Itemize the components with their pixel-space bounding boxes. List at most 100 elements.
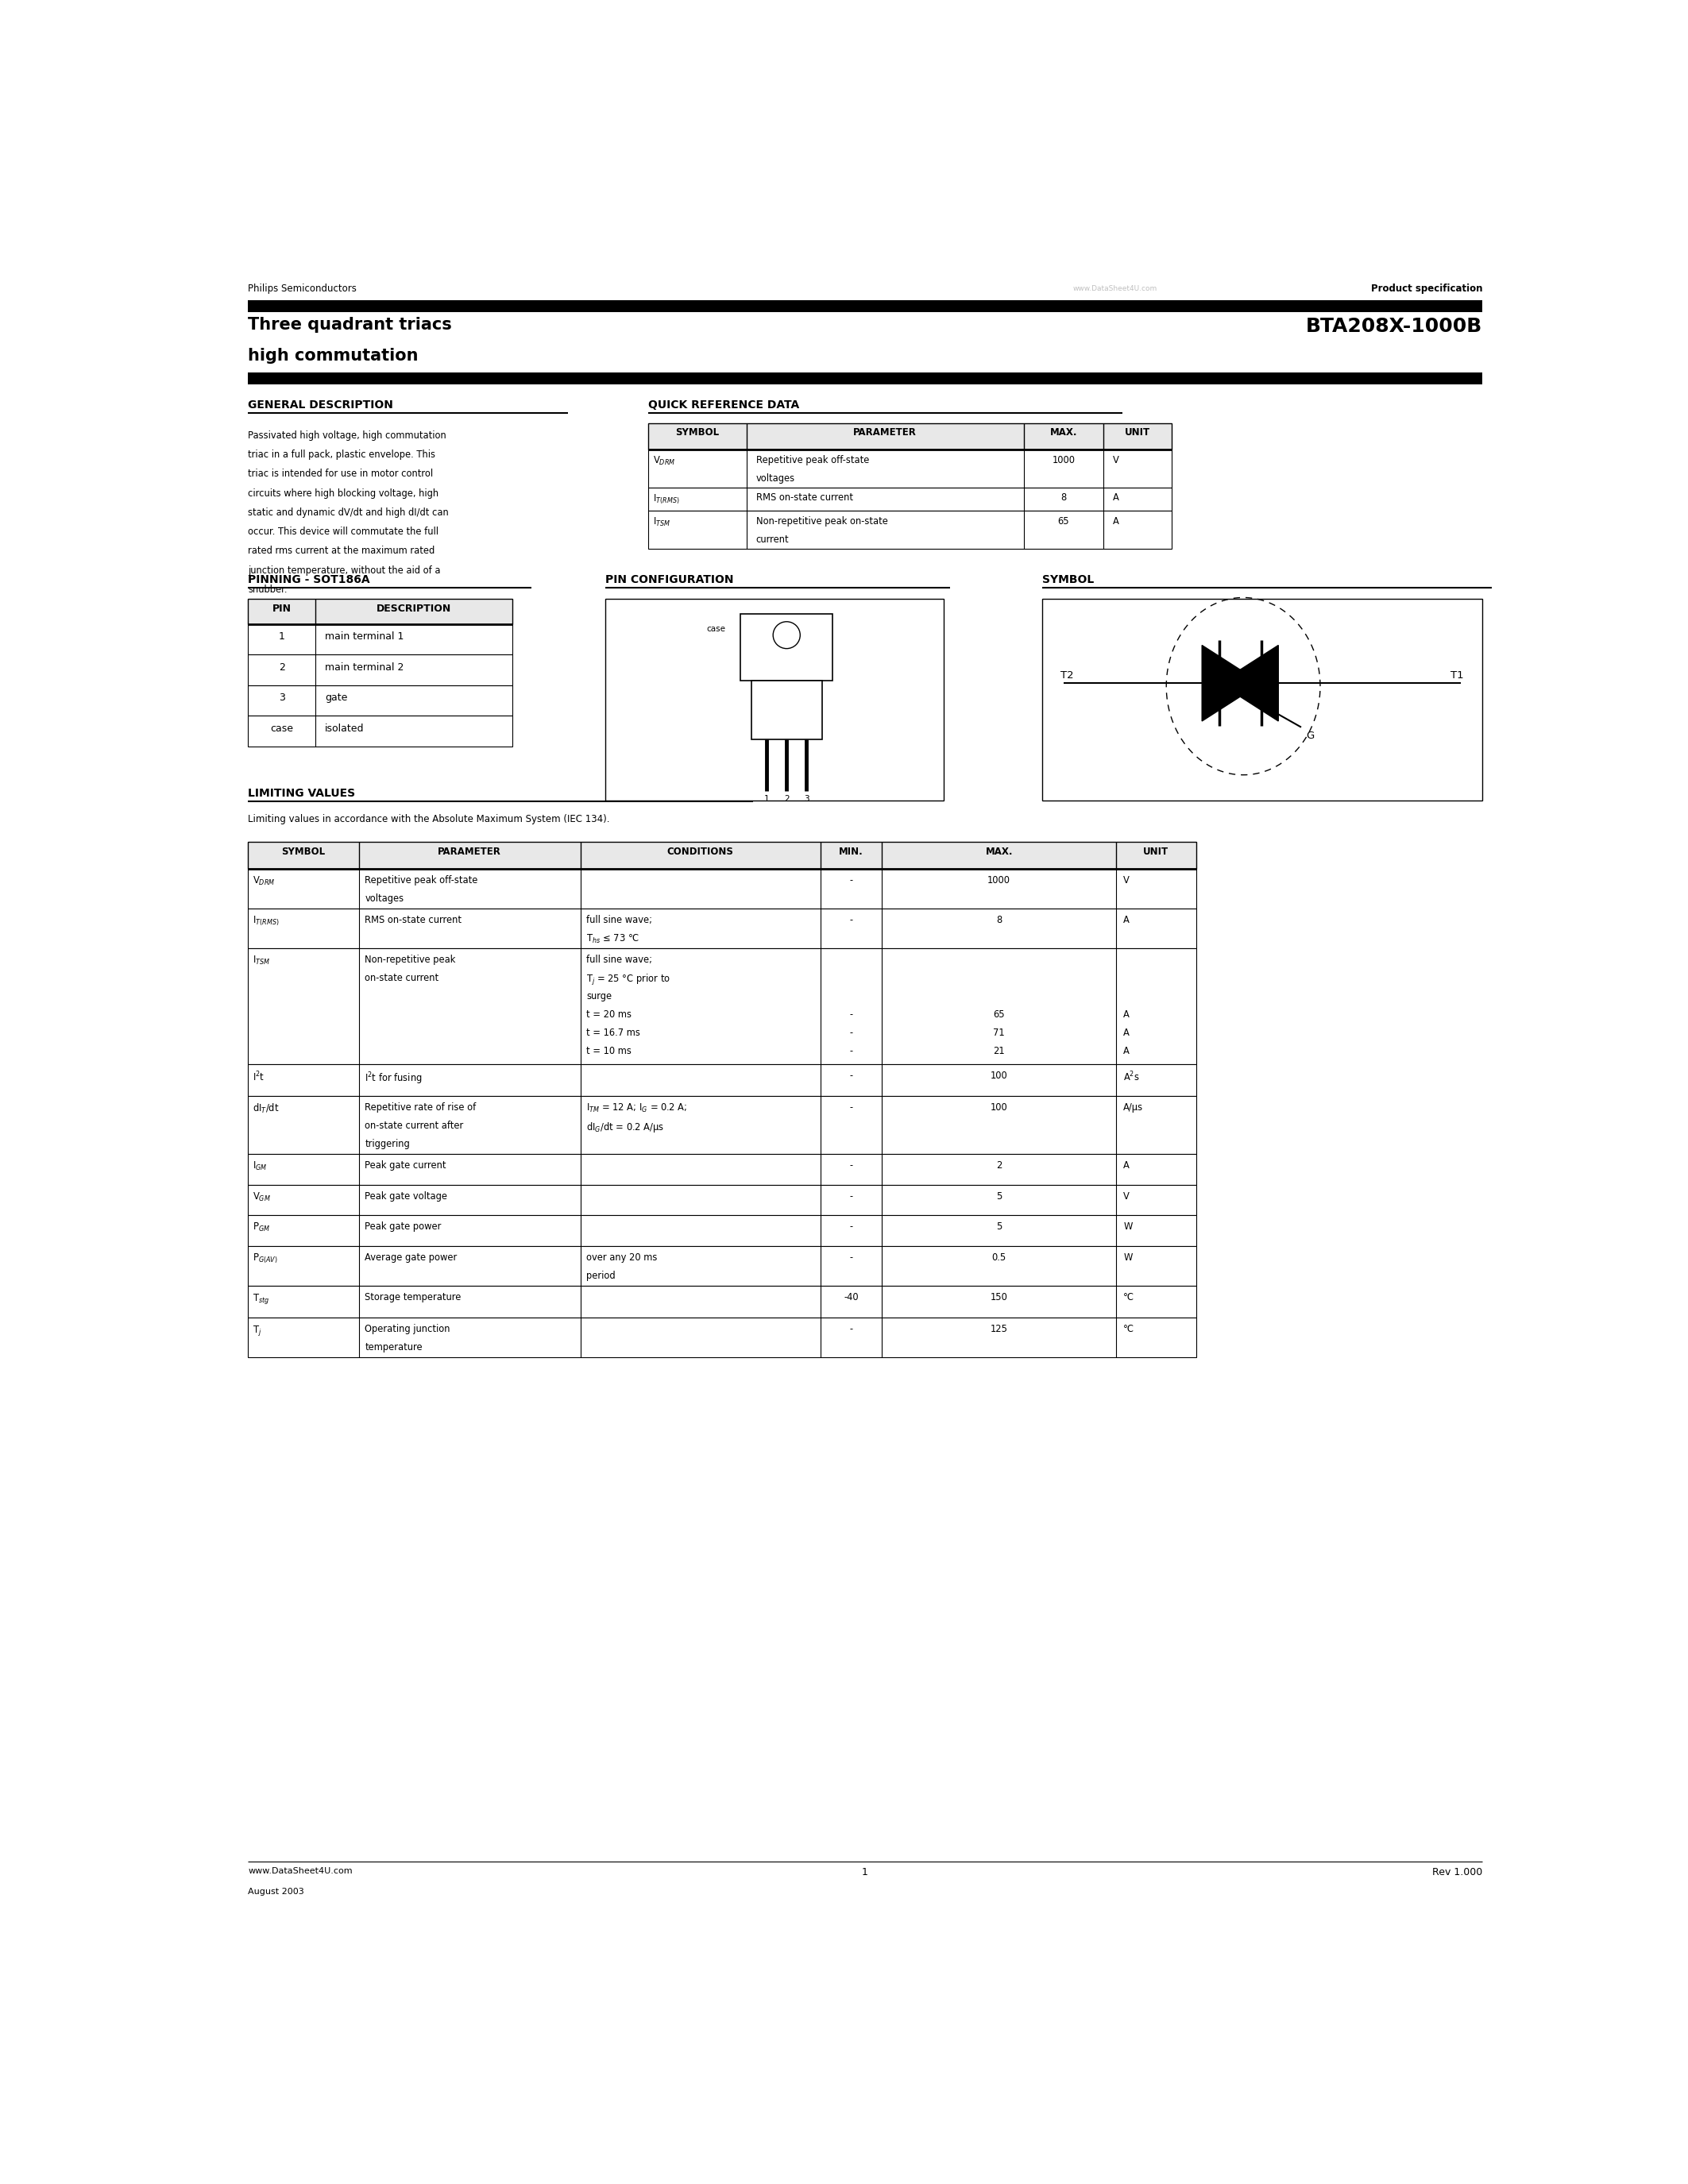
Text: SYMBOL: SYMBOL — [1041, 574, 1094, 585]
Text: main terminal 2: main terminal 2 — [324, 662, 403, 673]
Circle shape — [773, 622, 800, 649]
Text: MAX.: MAX. — [986, 847, 1013, 856]
Text: QUICK REFERENCE DATA: QUICK REFERENCE DATA — [648, 400, 798, 411]
Text: snubber.: snubber. — [248, 585, 287, 594]
Bar — [248, 299, 1482, 312]
Bar — [248, 1286, 1197, 1317]
Text: T$_{hs}$ ≤ 73 °C: T$_{hs}$ ≤ 73 °C — [586, 933, 640, 946]
Text: V: V — [1112, 454, 1119, 465]
Text: -: - — [849, 1251, 852, 1262]
Text: T$_j$ = 25 °C prior to: T$_j$ = 25 °C prior to — [586, 972, 670, 987]
Text: triac is intended for use in motor control: triac is intended for use in motor contr… — [248, 470, 434, 478]
Text: 2: 2 — [783, 795, 790, 804]
Bar — [248, 598, 513, 625]
Text: Passivated high voltage, high commutation: Passivated high voltage, high commutatio… — [248, 430, 446, 441]
Text: Peak gate voltage: Peak gate voltage — [365, 1190, 447, 1201]
Text: t = 20 ms: t = 20 ms — [586, 1009, 631, 1020]
Bar — [1041, 598, 1482, 799]
Text: W: W — [1123, 1251, 1133, 1262]
Text: 3: 3 — [279, 692, 285, 703]
Bar — [248, 869, 1197, 909]
Text: Three quadrant triacs: Three quadrant triacs — [248, 317, 452, 332]
Text: www.DataSheet4U.com: www.DataSheet4U.com — [248, 1867, 353, 1876]
Text: 125: 125 — [991, 1324, 1008, 1334]
Bar — [751, 681, 822, 738]
Text: A$^2$s: A$^2$s — [1123, 1070, 1139, 1083]
Text: junction temperature, without the aid of a: junction temperature, without the aid of… — [248, 566, 441, 574]
Text: LIMITING VALUES: LIMITING VALUES — [248, 788, 354, 799]
Text: I$_{TM}$ = 12 A; I$_G$ = 0.2 A;: I$_{TM}$ = 12 A; I$_G$ = 0.2 A; — [586, 1103, 687, 1114]
Text: Peak gate power: Peak gate power — [365, 1221, 442, 1232]
Text: Average gate power: Average gate power — [365, 1251, 457, 1262]
Text: A: A — [1112, 494, 1119, 502]
Text: A: A — [1123, 1009, 1129, 1020]
Text: I$^2$t: I$^2$t — [253, 1070, 265, 1083]
Text: T1: T1 — [1450, 670, 1463, 681]
Text: dI$_T$/dt: dI$_T$/dt — [253, 1103, 280, 1116]
Bar — [248, 909, 1197, 948]
Bar — [248, 948, 1197, 1064]
Bar — [604, 598, 944, 799]
Text: Limiting values in accordance with the Absolute Maximum System (IEC 134).: Limiting values in accordance with the A… — [248, 815, 609, 823]
Text: RMS on-state current: RMS on-state current — [756, 494, 852, 502]
Bar — [248, 655, 513, 686]
Text: dI$_G$/dt = 0.2 A/μs: dI$_G$/dt = 0.2 A/μs — [586, 1120, 663, 1133]
Text: PIN: PIN — [272, 603, 292, 614]
Text: 100: 100 — [991, 1103, 1008, 1112]
Text: Storage temperature: Storage temperature — [365, 1293, 461, 1302]
Text: PIN CONFIGURATION: PIN CONFIGURATION — [604, 574, 733, 585]
Text: Repetitive rate of rise of: Repetitive rate of rise of — [365, 1103, 476, 1112]
Bar — [248, 1155, 1197, 1186]
Text: I$^2$t for fusing: I$^2$t for fusing — [365, 1070, 422, 1085]
Text: -: - — [849, 876, 852, 885]
Text: DESCRIPTION: DESCRIPTION — [376, 603, 452, 614]
Text: 21: 21 — [993, 1046, 1004, 1057]
Text: I$_{T(RMS)}$: I$_{T(RMS)}$ — [653, 494, 680, 507]
Text: 5: 5 — [996, 1190, 1003, 1201]
Text: 2: 2 — [279, 662, 285, 673]
Text: 65: 65 — [1058, 515, 1070, 526]
Text: G: G — [1307, 729, 1315, 740]
Polygon shape — [1202, 644, 1261, 721]
Text: voltages: voltages — [365, 893, 403, 904]
Text: Non-repetitive peak on-state: Non-repetitive peak on-state — [756, 515, 888, 526]
Text: over any 20 ms: over any 20 ms — [586, 1251, 658, 1262]
Polygon shape — [1219, 644, 1278, 721]
Text: full sine wave;: full sine wave; — [586, 954, 653, 965]
Text: I$_{GM}$: I$_{GM}$ — [253, 1160, 267, 1173]
Bar — [248, 1064, 1197, 1096]
Text: W: W — [1123, 1221, 1133, 1232]
Text: 1000: 1000 — [987, 876, 1011, 885]
Text: case: case — [707, 625, 726, 633]
Text: 8: 8 — [1060, 494, 1067, 502]
Text: Product specification: Product specification — [1371, 284, 1482, 295]
Text: triac in a full pack, plastic envelope. This: triac in a full pack, plastic envelope. … — [248, 450, 436, 461]
Bar — [248, 1317, 1197, 1356]
Text: circuits where high blocking voltage, high: circuits where high blocking voltage, hi… — [248, 487, 439, 498]
Text: V$_{DRM}$: V$_{DRM}$ — [253, 876, 275, 887]
Text: full sine wave;: full sine wave; — [586, 915, 653, 924]
Text: on-state current after: on-state current after — [365, 1120, 464, 1131]
Text: 8: 8 — [996, 915, 1003, 924]
Text: °C: °C — [1123, 1324, 1134, 1334]
Text: SYMBOL: SYMBOL — [282, 847, 326, 856]
Bar — [648, 487, 1171, 511]
Text: P$_{G(AV)}$: P$_{G(AV)}$ — [253, 1251, 279, 1265]
Bar — [248, 1247, 1197, 1286]
Text: V$_{DRM}$: V$_{DRM}$ — [653, 454, 675, 467]
Text: A/μs: A/μs — [1123, 1103, 1143, 1112]
Text: www.DataSheet4U.com: www.DataSheet4U.com — [1074, 286, 1158, 293]
Text: isolated: isolated — [324, 723, 365, 734]
Text: I$_{T(RMS)}$: I$_{T(RMS)}$ — [253, 915, 280, 928]
Text: -: - — [849, 1103, 852, 1112]
Text: 0.5: 0.5 — [993, 1251, 1006, 1262]
Text: A: A — [1123, 915, 1129, 924]
Text: case: case — [270, 723, 294, 734]
Bar — [248, 1216, 1197, 1247]
Text: occur. This device will commutate the full: occur. This device will commutate the fu… — [248, 526, 439, 537]
Text: UNIT: UNIT — [1124, 428, 1150, 437]
Text: 1: 1 — [765, 795, 770, 804]
Text: t = 10 ms: t = 10 ms — [586, 1046, 631, 1057]
Text: Peak gate current: Peak gate current — [365, 1160, 446, 1171]
Text: -: - — [849, 1190, 852, 1201]
